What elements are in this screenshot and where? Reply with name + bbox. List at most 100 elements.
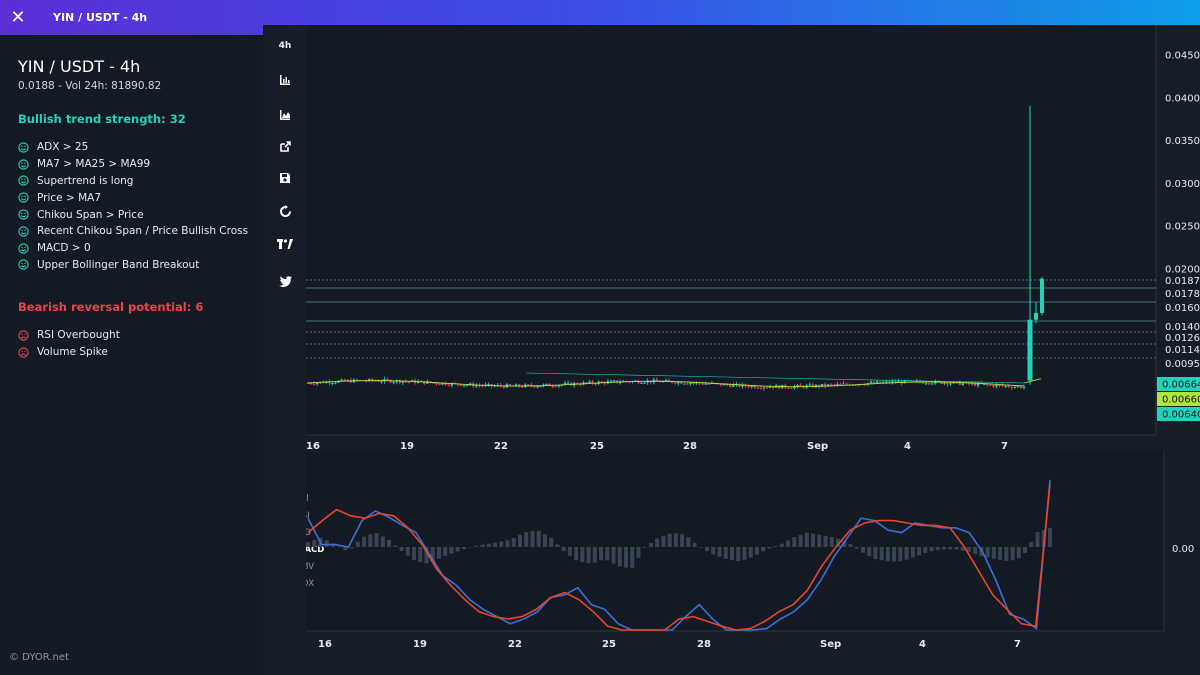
candle-body xyxy=(995,384,998,387)
signal-item: Recent Chikou Span / Price Bullish Cross xyxy=(18,223,248,240)
indicator-x-tick: 25 xyxy=(602,639,616,650)
candle-body xyxy=(983,383,986,385)
indicator-tab-macd[interactable]: MACD xyxy=(306,545,324,555)
tradingview-icon[interactable] xyxy=(272,233,298,255)
candle-body xyxy=(719,383,723,386)
candle-body xyxy=(970,383,974,385)
macd-histogram-bar xyxy=(742,547,747,560)
candle-body xyxy=(539,386,542,388)
macd-histogram-bar xyxy=(611,547,616,564)
macd-histogram-bar xyxy=(873,547,878,560)
signal-label: Price > MA7 xyxy=(37,191,102,204)
indicator-x-tick: 16 xyxy=(318,639,332,650)
signal-item: RSI Overbought xyxy=(18,327,120,344)
macd-histogram-bar xyxy=(754,547,759,555)
indicator-x-tick: 28 xyxy=(697,639,711,650)
candle-body xyxy=(502,386,506,388)
brand-footer[interactable]: © DYOR.net xyxy=(9,652,69,663)
price-x-tick: 28 xyxy=(683,441,697,452)
macd-histogram-bar xyxy=(717,547,722,557)
candle-body xyxy=(729,384,732,387)
twitter-icon[interactable] xyxy=(272,271,298,293)
macd-histogram-bar xyxy=(387,539,392,547)
macd-histogram-bar xyxy=(973,547,978,554)
refresh-icon[interactable] xyxy=(272,201,298,223)
macd-histogram-bar xyxy=(449,547,454,554)
frown-icon xyxy=(18,330,29,341)
indicator-tab-vol[interactable]: Vol xyxy=(306,494,309,504)
candle-body xyxy=(885,381,888,383)
candle-body xyxy=(371,379,374,381)
smile-icon xyxy=(18,175,29,187)
close-icon[interactable]: ✕ xyxy=(10,7,26,28)
signal-label: Supertrend is long xyxy=(37,174,134,187)
macd-histogram-bar xyxy=(686,537,691,547)
macd-histogram-bar xyxy=(761,547,766,552)
bar-chart-icon[interactable] xyxy=(272,69,298,91)
indicator-tab-rsi[interactable]: RSI xyxy=(306,511,310,521)
macd-histogram-bar xyxy=(648,542,653,547)
candle-body xyxy=(594,383,597,385)
candle-body xyxy=(490,384,493,386)
candle-body xyxy=(790,387,793,389)
candle-body xyxy=(392,381,395,383)
price-level-label: 0.01878 xyxy=(1165,276,1200,287)
candle-body xyxy=(680,381,683,384)
candle-body xyxy=(677,381,680,384)
candle-body xyxy=(1001,385,1004,387)
candle-body xyxy=(833,384,836,386)
candle-body xyxy=(704,383,707,385)
macd-histogram-bar xyxy=(306,542,310,547)
candle-body xyxy=(404,381,408,383)
indicator-tab-adx[interactable]: ADX xyxy=(306,579,314,589)
candle-body xyxy=(1016,386,1020,388)
interval-button[interactable]: 4h xyxy=(278,41,292,51)
indicator-x-tick: 4 xyxy=(919,639,926,650)
area-chart-icon[interactable] xyxy=(272,104,298,126)
macd-histogram-bar xyxy=(555,544,560,547)
macd-histogram-bar xyxy=(792,537,797,547)
candle-body xyxy=(481,385,484,387)
indicator-tab-obv[interactable]: OBV xyxy=(306,562,314,572)
trend-line xyxy=(525,372,1025,384)
candle-body xyxy=(799,384,802,386)
macd-histogram-bar xyxy=(723,547,728,559)
macd-histogram-bar xyxy=(380,536,385,547)
macd-histogram-bar xyxy=(368,534,373,547)
macd-histogram-bar xyxy=(779,543,784,547)
macd-histogram-bar xyxy=(642,547,647,548)
macd-histogram-bar xyxy=(673,533,678,547)
macd-histogram-bar xyxy=(848,544,853,547)
macd-histogram-bar xyxy=(624,547,628,568)
candle-body xyxy=(891,381,894,383)
candle-body xyxy=(432,382,435,384)
candle-body xyxy=(536,386,539,388)
macd-histogram-bar xyxy=(786,540,791,547)
candle-body xyxy=(787,387,790,389)
candle-body xyxy=(340,379,343,381)
macd-histogram-bar xyxy=(748,547,753,558)
candle-body xyxy=(701,383,704,385)
candle-body xyxy=(793,386,796,389)
save-icon[interactable] xyxy=(272,167,298,189)
bearish-title: Bearish reversal potential: 6 xyxy=(18,300,204,314)
indicator-x-tick: 7 xyxy=(1014,639,1021,650)
candle-body xyxy=(478,385,481,387)
candle-body xyxy=(380,381,383,383)
macd-histogram-bar xyxy=(736,547,741,562)
macd-histogram-bar xyxy=(493,542,498,547)
candle-body xyxy=(683,383,686,385)
external-link-icon[interactable] xyxy=(272,136,298,158)
candle-body xyxy=(374,380,377,382)
candle-body xyxy=(692,382,695,384)
pair-title: YIN / USDT - 4h xyxy=(18,57,141,76)
candle-body xyxy=(830,384,833,386)
window-title: YIN / USDT - 4h xyxy=(53,11,148,24)
macd-histogram-bar xyxy=(698,547,703,548)
indicator-x-tick: Sep xyxy=(820,639,841,650)
signal-line xyxy=(307,484,1051,631)
candle-body xyxy=(689,382,692,384)
